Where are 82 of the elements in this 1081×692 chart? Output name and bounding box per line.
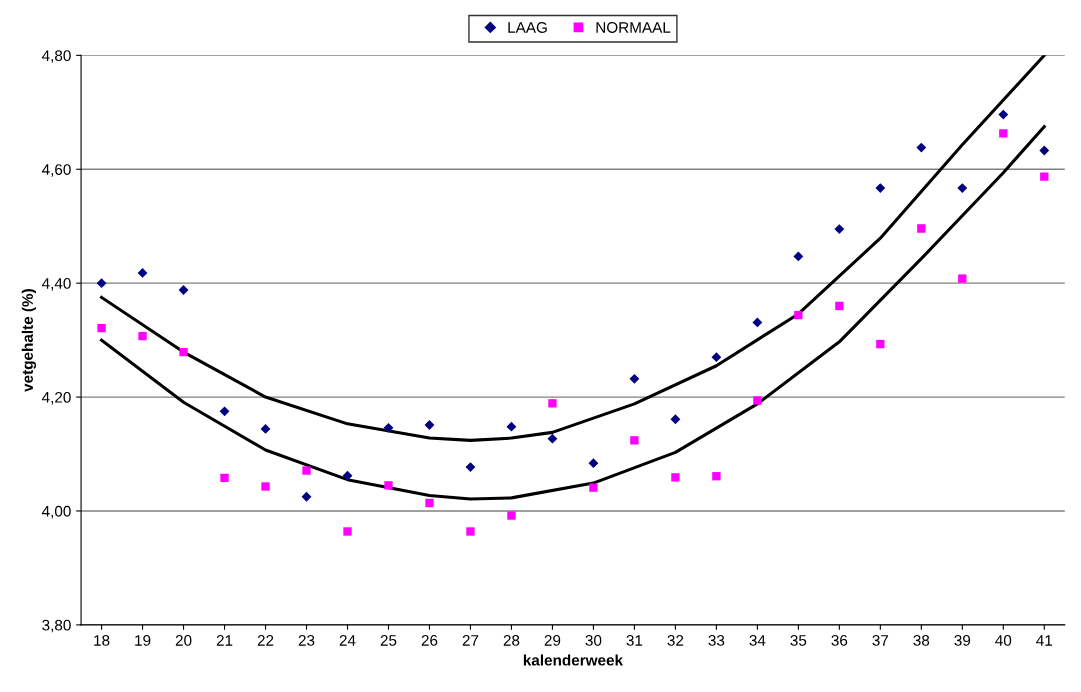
legend-label: NORMAAL <box>596 22 671 33</box>
point <box>958 274 967 283</box>
x-tick-label: 34 <box>749 635 766 646</box>
point <box>712 472 721 481</box>
point <box>466 527 475 536</box>
point <box>465 462 476 473</box>
x-tick-label: 26 <box>421 635 438 646</box>
point <box>671 473 680 482</box>
x-tick-label: 19 <box>135 635 151 646</box>
point <box>137 268 148 278</box>
x-tick-label: 39 <box>954 635 971 646</box>
x-tick-label: 21 <box>216 635 233 646</box>
x-tick-label: 35 <box>790 635 807 646</box>
point <box>588 458 599 469</box>
x-tick-label: 36 <box>831 635 848 646</box>
point <box>301 491 312 502</box>
point <box>629 373 640 384</box>
x-tick-label: 27 <box>462 635 479 646</box>
x-tick-label: 30 <box>585 635 602 646</box>
y-tick-label: 3,80 <box>42 619 71 633</box>
point <box>178 285 189 295</box>
point <box>343 527 352 536</box>
point <box>302 466 311 475</box>
x-tick-label: 18 <box>94 635 110 646</box>
x-tick-label: 23 <box>298 635 315 646</box>
point <box>1040 172 1049 181</box>
point <box>875 183 886 193</box>
point <box>507 511 516 520</box>
point <box>999 129 1008 138</box>
x-tick-label: 37 <box>872 635 889 646</box>
point <box>834 224 845 234</box>
point <box>630 436 639 445</box>
x-tick-label: 29 <box>544 635 561 646</box>
point <box>97 323 106 333</box>
x-tick-label: 20 <box>175 635 192 646</box>
point <box>219 406 230 417</box>
x-tick-label: 25 <box>380 635 397 646</box>
point <box>589 483 598 492</box>
x-tick-label: 24 <box>339 635 356 646</box>
point <box>793 251 804 262</box>
legend-label: LAAG <box>508 22 547 33</box>
point <box>917 224 926 233</box>
point <box>383 422 394 433</box>
y-tick-label: 4,00 <box>41 505 71 519</box>
y-tick-label: 4,20 <box>41 391 71 405</box>
x-axis-title: kalenderweek <box>523 654 624 666</box>
point <box>794 310 803 320</box>
point <box>260 424 271 434</box>
point <box>753 396 762 405</box>
point <box>998 109 1009 120</box>
point <box>96 278 107 289</box>
x-tick-label: 32 <box>667 635 684 646</box>
x-tick-label: 33 <box>708 635 725 646</box>
x-tick-label: 28 <box>503 635 520 646</box>
y-axis-title: vetgehalte (%) <box>21 289 37 392</box>
point <box>138 331 147 341</box>
x-tick-label: 40 <box>995 635 1012 646</box>
x-tick-label: 41 <box>1036 635 1053 646</box>
point <box>876 339 885 349</box>
x-tick-label: 22 <box>257 635 274 646</box>
point <box>548 399 557 408</box>
point <box>425 498 434 508</box>
point <box>506 421 517 432</box>
point <box>957 183 968 193</box>
point <box>711 352 722 363</box>
point <box>261 482 270 491</box>
point <box>547 433 558 444</box>
point <box>179 347 188 357</box>
point <box>384 481 393 490</box>
point <box>752 317 763 328</box>
point <box>342 470 353 481</box>
y-tick-label: 4,80 <box>41 50 71 63</box>
x-tick-label: 38 <box>913 635 930 646</box>
point <box>1039 145 1050 156</box>
point <box>670 414 681 425</box>
point <box>220 473 229 483</box>
y-tick-label: 4,40 <box>41 278 71 291</box>
y-tick-label: 4,60 <box>41 164 71 177</box>
point <box>424 420 435 430</box>
x-tick-label: 31 <box>626 635 643 646</box>
point <box>835 301 844 311</box>
point <box>916 142 927 153</box>
